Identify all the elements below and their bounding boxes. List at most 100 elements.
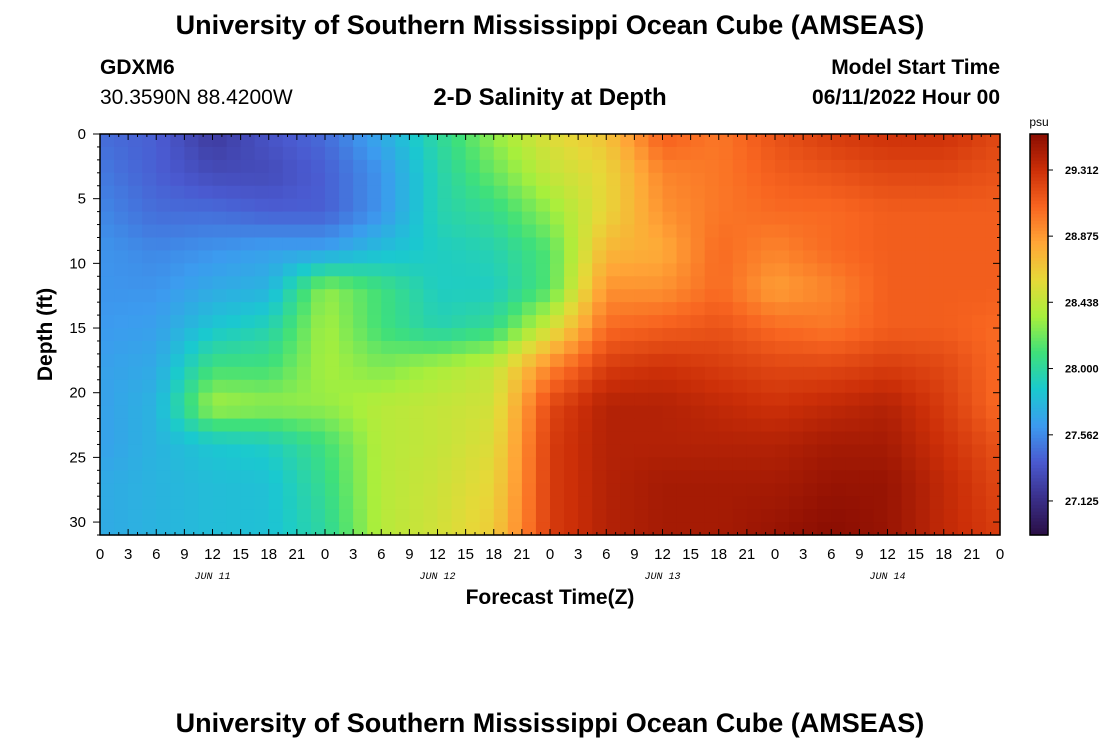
heatmap-cell <box>465 392 481 407</box>
heatmap-cell <box>985 224 1001 239</box>
heatmap-cell <box>550 237 565 252</box>
heatmap-cell <box>550 379 565 394</box>
heatmap-cell <box>732 431 748 446</box>
heatmap-cell <box>381 431 396 446</box>
heatmap-cell <box>170 289 185 303</box>
heatmap-cell <box>606 457 621 471</box>
heatmap-cell <box>704 237 720 252</box>
heatmap-cell <box>578 276 593 290</box>
heatmap-cell <box>409 302 425 316</box>
heatmap-cell <box>409 276 425 290</box>
heatmap-cell <box>156 353 171 368</box>
heatmap-cell <box>789 444 804 458</box>
colorbar-segment <box>1030 524 1048 529</box>
heatmap-cell <box>339 431 354 446</box>
heatmap-cell <box>845 211 860 226</box>
heatmap-cell <box>929 302 945 316</box>
heatmap-cell <box>606 483 621 497</box>
heatmap-cell <box>634 146 650 161</box>
heatmap-cell <box>746 444 762 458</box>
heatmap-cell <box>226 470 242 484</box>
heatmap-cell <box>451 405 467 420</box>
heatmap-cell <box>339 172 354 187</box>
colorbar-segment <box>1030 468 1048 473</box>
heatmap-cell <box>957 328 973 342</box>
heatmap-cell <box>198 237 214 252</box>
heatmap-cell <box>690 302 706 316</box>
heatmap-cell <box>718 172 734 187</box>
heatmap-cell <box>873 418 889 433</box>
heatmap-cell <box>704 353 720 368</box>
heatmap-cell <box>746 405 762 420</box>
heatmap-cell <box>170 172 185 187</box>
heatmap-cell <box>254 289 270 303</box>
heatmap-cell <box>971 379 987 394</box>
heatmap-cell <box>226 276 242 290</box>
heatmap-cell <box>648 250 664 264</box>
heatmap-cell <box>142 379 157 394</box>
heatmap-cell <box>831 289 846 303</box>
heatmap-cell <box>240 328 256 342</box>
heatmap-cell <box>929 392 945 407</box>
heatmap-cell <box>479 289 495 303</box>
heatmap-cell <box>521 237 537 252</box>
heatmap-cell <box>254 366 270 381</box>
heatmap-cell <box>718 392 734 407</box>
colorbar-segment <box>1030 331 1048 336</box>
heatmap-cell <box>465 289 481 303</box>
heatmap-cell <box>296 496 312 510</box>
colorbar-segment <box>1030 374 1048 379</box>
heatmap-cell <box>198 483 214 497</box>
heatmap-cell <box>114 431 129 446</box>
heatmap-cell <box>845 328 860 342</box>
heatmap-cell <box>634 522 650 536</box>
heatmap-cell <box>704 470 720 484</box>
heatmap-cell <box>367 379 382 394</box>
heatmap-cell <box>114 444 129 458</box>
heatmap-cell <box>592 237 607 252</box>
heatmap-cell <box>901 276 917 290</box>
heatmap-cell <box>535 211 551 226</box>
heatmap-cell <box>170 134 185 148</box>
heatmap-cell <box>789 224 804 239</box>
heatmap-cell <box>310 224 326 239</box>
heatmap-cell <box>451 392 467 407</box>
heatmap-cell <box>957 289 973 303</box>
colorbar-segment <box>1030 197 1048 202</box>
heatmap-cell <box>648 302 664 316</box>
heatmap-cell <box>859 159 875 174</box>
heatmap-cell <box>817 250 832 264</box>
colorbar-segment <box>1030 271 1048 275</box>
heatmap-cell <box>648 211 664 226</box>
heatmap-cell <box>381 483 396 497</box>
heatmap-cell <box>634 250 650 264</box>
heatmap-cell <box>901 444 917 458</box>
heatmap-cell <box>479 237 495 252</box>
heatmap-cell <box>212 457 228 471</box>
heatmap-cell <box>535 379 551 394</box>
heatmap-cell <box>578 366 593 381</box>
heatmap-cell <box>451 470 467 484</box>
heatmap-cell <box>817 340 832 355</box>
heatmap-cell <box>676 250 692 264</box>
heatmap-cell <box>170 315 185 329</box>
heatmap-cell <box>507 353 523 368</box>
chart-axes: 0 3 6 9 12 15 18 21 0 3 6 9 12 15 18 21 0 3 6 9 12 15 18 21 0 3 6 9… <box>34 126 1004 609</box>
colorbar-segment <box>1030 404 1048 409</box>
heatmap-cell <box>409 431 425 446</box>
heatmap-cell <box>198 276 214 290</box>
heatmap-cell <box>789 263 804 277</box>
heatmap-cell <box>479 185 495 200</box>
heatmap-cell <box>760 302 776 316</box>
heatmap-cell <box>100 457 115 471</box>
heatmap-cell <box>268 366 284 381</box>
heatmap-cell <box>775 315 790 329</box>
heatmap-cell <box>789 431 804 446</box>
heatmap-cell <box>254 392 270 407</box>
heatmap-cell <box>507 431 523 446</box>
heatmap-cell <box>156 483 171 497</box>
heatmap-cell <box>943 340 959 355</box>
heatmap-cell <box>170 198 185 213</box>
colorbar-segment <box>1030 297 1048 302</box>
colorbar-segment <box>1030 448 1048 453</box>
